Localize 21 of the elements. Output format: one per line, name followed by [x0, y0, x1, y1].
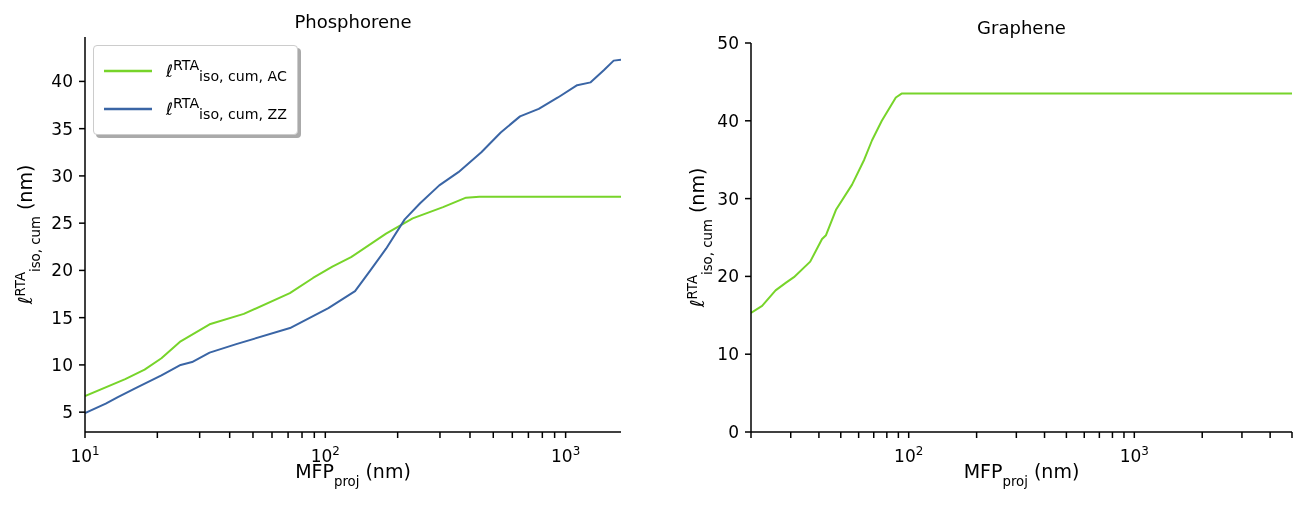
- y-tick-label: 30: [717, 188, 739, 209]
- chart-title: Phosphorene: [293, 11, 413, 32]
- y-tick-label: 40: [717, 110, 739, 131]
- y-tick-label: 15: [51, 307, 73, 328]
- y-tick-label: 10: [717, 344, 739, 365]
- y-tick-label: 10: [51, 354, 73, 375]
- x-tick-label: 10$^{2}$: [894, 444, 924, 466]
- y-tick-label: 20: [51, 260, 73, 281]
- x-tick-label: 10$^{1}$: [70, 444, 100, 466]
- y-tick-label: 50: [717, 33, 739, 53]
- x-tick-label: 10$^{3}$: [1119, 444, 1149, 466]
- y-tick-label: 0: [728, 422, 739, 442]
- y-tick-label: 30: [51, 165, 73, 186]
- x-tick-label: 10$^{3}$: [551, 444, 581, 466]
- y-tick-label: 20: [717, 266, 739, 287]
- x-axis-title: MFP$_{proj}$ (nm): [963, 460, 1080, 489]
- y-tick-label: 5: [62, 402, 73, 423]
- y-tick-label: 25: [51, 213, 73, 234]
- y-tick-label: 35: [51, 118, 73, 139]
- y-tick-label: 40: [51, 71, 73, 92]
- chart-title: Graphene: [976, 17, 1067, 38]
